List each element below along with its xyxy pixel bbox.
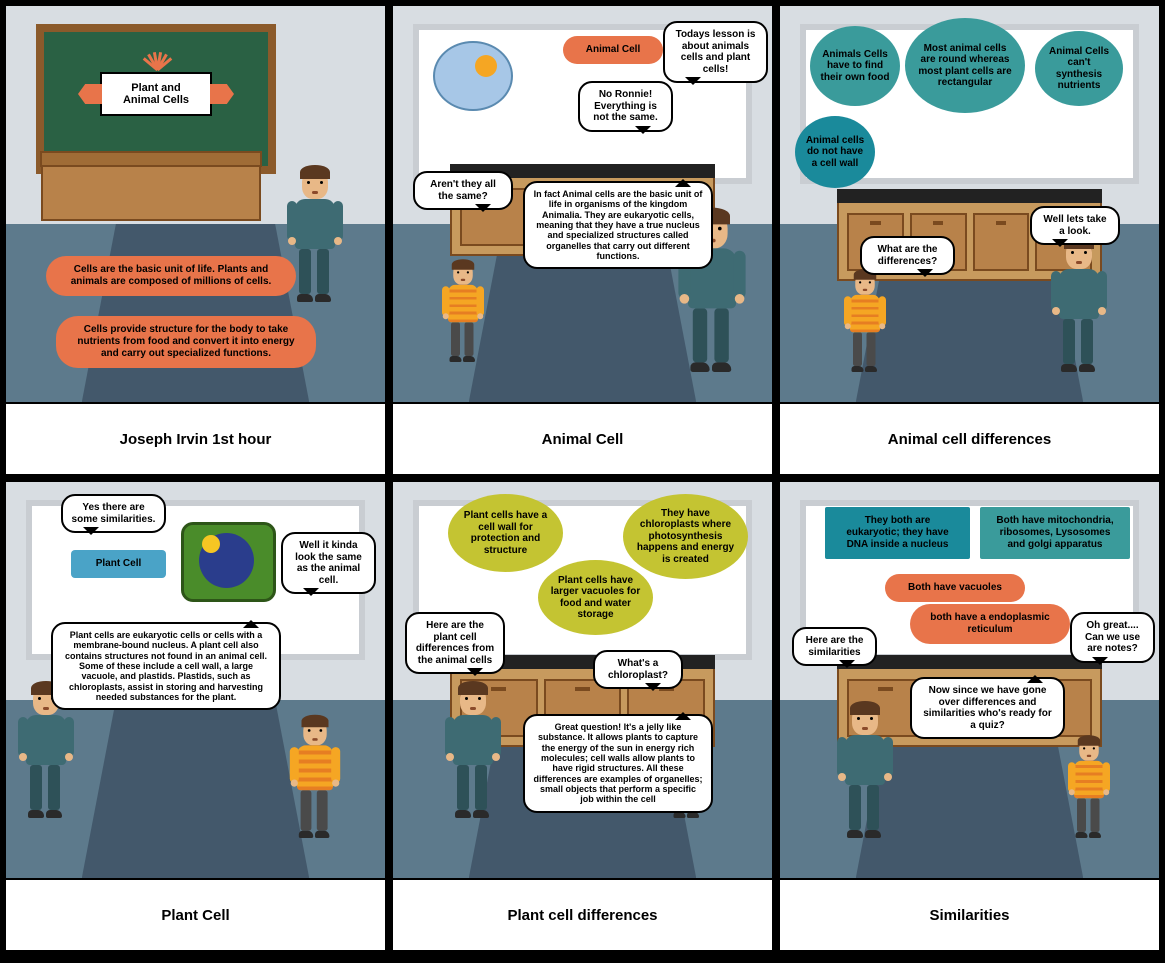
fact-oval: They have chloroplasts where photosynthe…	[623, 494, 748, 579]
speech-bubble: Plant cells are eukaryotic cells or cell…	[51, 622, 281, 710]
panel-3: Animals Cells have to find their own foo…	[778, 4, 1161, 476]
fact-oval: Animals Cells have to find their own foo…	[810, 26, 900, 106]
speech-bubble: Todays lesson is about animals cells and…	[663, 21, 768, 83]
speech-bubble: No Ronnie! Everything is not the same.	[578, 81, 673, 132]
panel-4: Plant Cell Yes there are some similariti…	[4, 480, 387, 952]
fact-oval: Animal Cells can't synthesis nutrients	[1035, 31, 1123, 106]
fact-box: Both have mitochondria, ribosomes, Lysos…	[980, 507, 1130, 559]
speech-bubble: Aren't they all the same?	[413, 171, 513, 210]
panel-1-caption: Joseph Irvin 1st hour	[4, 404, 387, 476]
title-sign: Plant and Animal Cells	[100, 72, 212, 116]
plant-cell-label: Plant Cell	[71, 550, 166, 578]
animal-cell-diagram	[433, 41, 513, 111]
fact-oval: Plant cells have larger vacuoles for foo…	[538, 560, 653, 635]
panel-3-caption: Animal cell differences	[778, 404, 1161, 476]
fact-oval: Most animal cells are round whereas most…	[905, 18, 1025, 113]
speech-bubble: Now since we have gone over differences …	[910, 677, 1065, 739]
speech-bubble: Oh great.... Can we use are notes?	[1070, 612, 1155, 663]
burst-icon	[96, 52, 216, 72]
teacher-desk	[41, 161, 261, 221]
storyboard-grid: Plant and Animal Cells Cells are the bas…	[0, 0, 1165, 956]
student-character	[1067, 738, 1112, 838]
panel-4-caption: Plant Cell	[4, 880, 387, 952]
panel-5-scene: Plant cells have a cell wall for protect…	[391, 480, 774, 880]
panel-5: Plant cells have a cell wall for protect…	[391, 480, 774, 952]
speech-bubble: In fact Animal cells are the basic unit …	[523, 181, 713, 269]
student-character	[843, 272, 888, 372]
speech-bubble: What's a chloroplast?	[593, 650, 683, 689]
speech-bubble: Well it kinda look the same as the anima…	[281, 532, 376, 594]
speech-bubble: Here are the similarities	[792, 627, 877, 666]
fact-pill: both have a endoplasmic reticulum	[910, 604, 1070, 644]
speech-bubble: Great question! It's a jelly like substa…	[523, 714, 713, 813]
panel-2-caption: Animal Cell	[391, 404, 774, 476]
panel-2: Animal Cell Todays lesson is about anima…	[391, 4, 774, 476]
fact-box: They both are eukaryotic; they have DNA …	[825, 507, 970, 559]
plant-cell-diagram	[181, 522, 276, 602]
student-character	[288, 718, 342, 838]
student-character	[441, 262, 486, 362]
panel-1-scene: Plant and Animal Cells Cells are the bas…	[4, 4, 387, 404]
animal-cell-label: Animal Cell	[563, 36, 663, 64]
fact-oval: Plant cells have a cell wall for protect…	[448, 494, 563, 572]
fact-pill-1: Cells are the basic unit of life. Plants…	[46, 256, 296, 296]
panel-5-caption: Plant cell differences	[391, 880, 774, 952]
panel-2-scene: Animal Cell Todays lesson is about anima…	[391, 4, 774, 404]
speech-bubble: What are the differences?	[860, 236, 955, 275]
teacher-character	[1049, 239, 1109, 372]
panel-3-scene: Animals Cells have to find their own foo…	[778, 4, 1161, 404]
panel-6: They both are eukaryotic; they have DNA …	[778, 480, 1161, 952]
panel-4-scene: Plant Cell Yes there are some similariti…	[4, 480, 387, 880]
fact-pill-2: Cells provide structure for the body to …	[56, 316, 316, 368]
teacher-character	[835, 705, 895, 838]
panel-6-caption: Similarities	[778, 880, 1161, 952]
speech-bubble: Here are the plant cell differences from…	[405, 612, 505, 674]
panel-6-scene: They both are eukaryotic; they have DNA …	[778, 480, 1161, 880]
panel-1: Plant and Animal Cells Cells are the bas…	[4, 4, 387, 476]
teacher-character	[443, 685, 503, 818]
fact-oval: Animal cells do not have a cell wall	[795, 116, 875, 188]
speech-bubble: Yes there are some similarities.	[61, 494, 166, 533]
fact-pill: Both have vacuoles	[885, 574, 1025, 602]
speech-bubble: Well lets take a look.	[1030, 206, 1120, 245]
